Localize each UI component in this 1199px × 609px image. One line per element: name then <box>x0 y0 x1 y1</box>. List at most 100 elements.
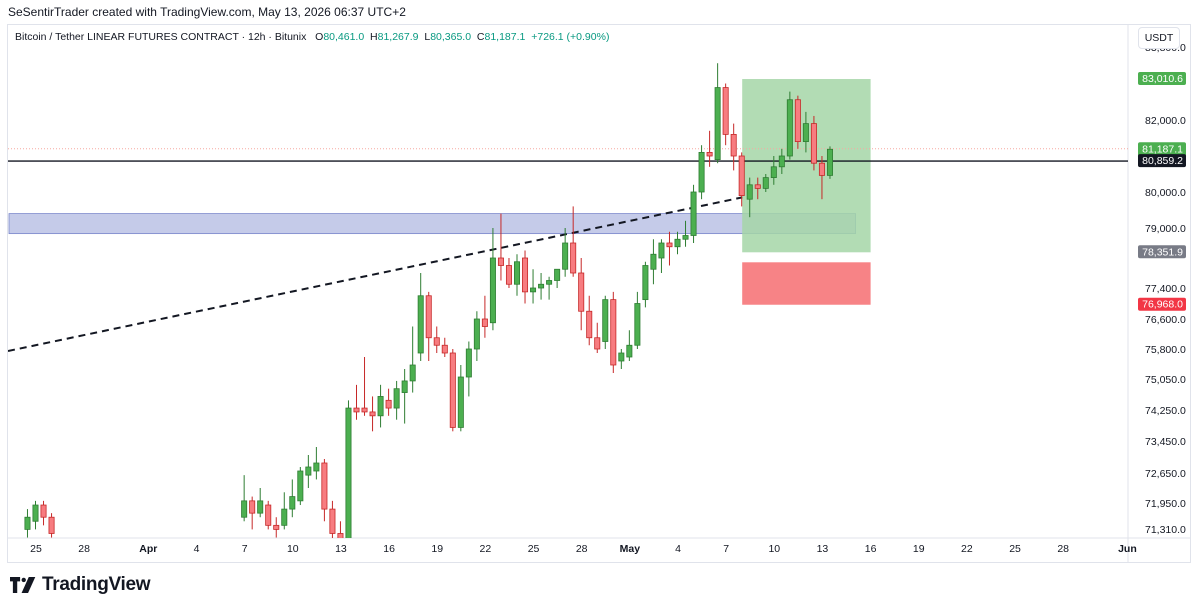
candle <box>626 330 633 361</box>
candle <box>698 145 705 200</box>
price-tag: 80,859.2 <box>1138 154 1186 168</box>
candle <box>457 365 464 432</box>
price-tick-label: 82,000.0 <box>1145 115 1186 127</box>
candle <box>353 384 360 420</box>
candle <box>658 239 665 273</box>
candle <box>738 152 745 207</box>
candle <box>369 396 376 432</box>
supply-zone <box>8 213 856 235</box>
price-tag-label: 81,187.1 <box>1142 143 1183 155</box>
candle <box>570 206 577 277</box>
candle <box>722 83 729 146</box>
candle-body <box>241 500 248 518</box>
candle <box>690 184 697 243</box>
candle-body <box>393 388 400 409</box>
price-tag-label: 80,859.2 <box>1142 155 1183 167</box>
time-tick-label: Jun <box>1118 543 1137 555</box>
time-tick-label: 22 <box>480 543 492 555</box>
candle-body <box>345 407 352 538</box>
close-label: C <box>476 31 485 43</box>
candle <box>441 337 448 357</box>
candle <box>265 500 272 530</box>
candle-body <box>770 166 777 179</box>
open-label: O <box>315 31 324 43</box>
position-loss-zone <box>742 262 871 305</box>
candle-body <box>289 496 296 510</box>
candle <box>682 220 689 247</box>
candle <box>634 291 641 349</box>
candle-body <box>698 151 705 193</box>
candle <box>32 500 39 530</box>
candle-body <box>826 148 833 176</box>
price-tick-label: 76,600.0 <box>1145 314 1186 326</box>
price-tick-label: 77,400.0 <box>1145 283 1186 295</box>
candle <box>562 228 569 277</box>
chart-caption: SeSentirTrader created with TradingView.… <box>8 5 406 19</box>
change-value: +726.1 (+0.90%) <box>531 31 610 43</box>
candle <box>417 273 424 361</box>
candle <box>794 95 801 149</box>
candle <box>297 467 304 506</box>
candle-body <box>489 257 496 324</box>
candle <box>329 500 336 538</box>
candle-body <box>546 280 553 285</box>
time-tick-label: 28 <box>576 543 588 555</box>
candle <box>385 388 392 416</box>
candle <box>778 148 785 174</box>
candle <box>401 369 408 424</box>
time-tick-label: 22 <box>961 543 973 555</box>
price-tag-label: 78,351.9 <box>1142 246 1183 258</box>
tradingview-logo-icon <box>10 577 36 593</box>
candle-body <box>602 299 609 342</box>
time-tick-label: 28 <box>78 543 90 555</box>
candle-body <box>497 257 504 266</box>
price-tick-label: 74,250.0 <box>1145 405 1186 417</box>
candle <box>257 488 264 518</box>
candle-body <box>522 257 529 293</box>
candle-body <box>1 521 6 529</box>
candle-body <box>810 123 817 164</box>
candle-body <box>473 318 480 350</box>
candle-body <box>449 352 456 428</box>
time-tick-label: 7 <box>242 543 248 555</box>
candle-body <box>321 462 328 510</box>
candle <box>578 258 585 331</box>
time-tick-label: 25 <box>528 543 540 555</box>
candle-body <box>746 184 753 200</box>
currency-button[interactable]: USDT <box>1138 27 1180 49</box>
candle-body <box>626 344 633 358</box>
candle-body <box>385 399 392 409</box>
candle-body <box>586 310 593 339</box>
candle <box>594 322 601 353</box>
candle-body <box>425 295 432 339</box>
candle <box>305 455 312 488</box>
tradingview-brand[interactable]: TradingView <box>10 574 151 596</box>
price-tick-label: 75,050.0 <box>1145 374 1186 386</box>
candle <box>409 326 416 393</box>
candle <box>522 250 529 304</box>
candle-body <box>465 348 472 378</box>
candle-body <box>441 344 448 354</box>
time-tick-label: 25 <box>30 543 42 555</box>
candle-body <box>666 242 673 248</box>
candle <box>449 349 456 432</box>
candle-body <box>257 500 264 514</box>
chart-frame[interactable] <box>7 24 1191 563</box>
candle-body <box>786 99 793 157</box>
time-tick-label: 7 <box>723 543 729 555</box>
candle-body <box>714 87 721 160</box>
candle-body <box>481 318 488 327</box>
candle <box>289 479 296 518</box>
time-tick-label: 4 <box>194 543 200 555</box>
symbol-legend: Bitcoin / Tether LINEAR FUTURES CONTRACT… <box>15 31 609 43</box>
candle-body <box>570 242 577 274</box>
time-tick-label: Apr <box>139 543 157 555</box>
symbol-name: Bitcoin / Tether LINEAR FUTURES CONTRACT… <box>15 31 307 43</box>
candle-body <box>578 272 585 312</box>
candle-body <box>353 407 360 413</box>
candle <box>345 400 352 538</box>
candle <box>497 213 504 281</box>
candle-body <box>778 155 785 168</box>
candle <box>481 295 488 338</box>
